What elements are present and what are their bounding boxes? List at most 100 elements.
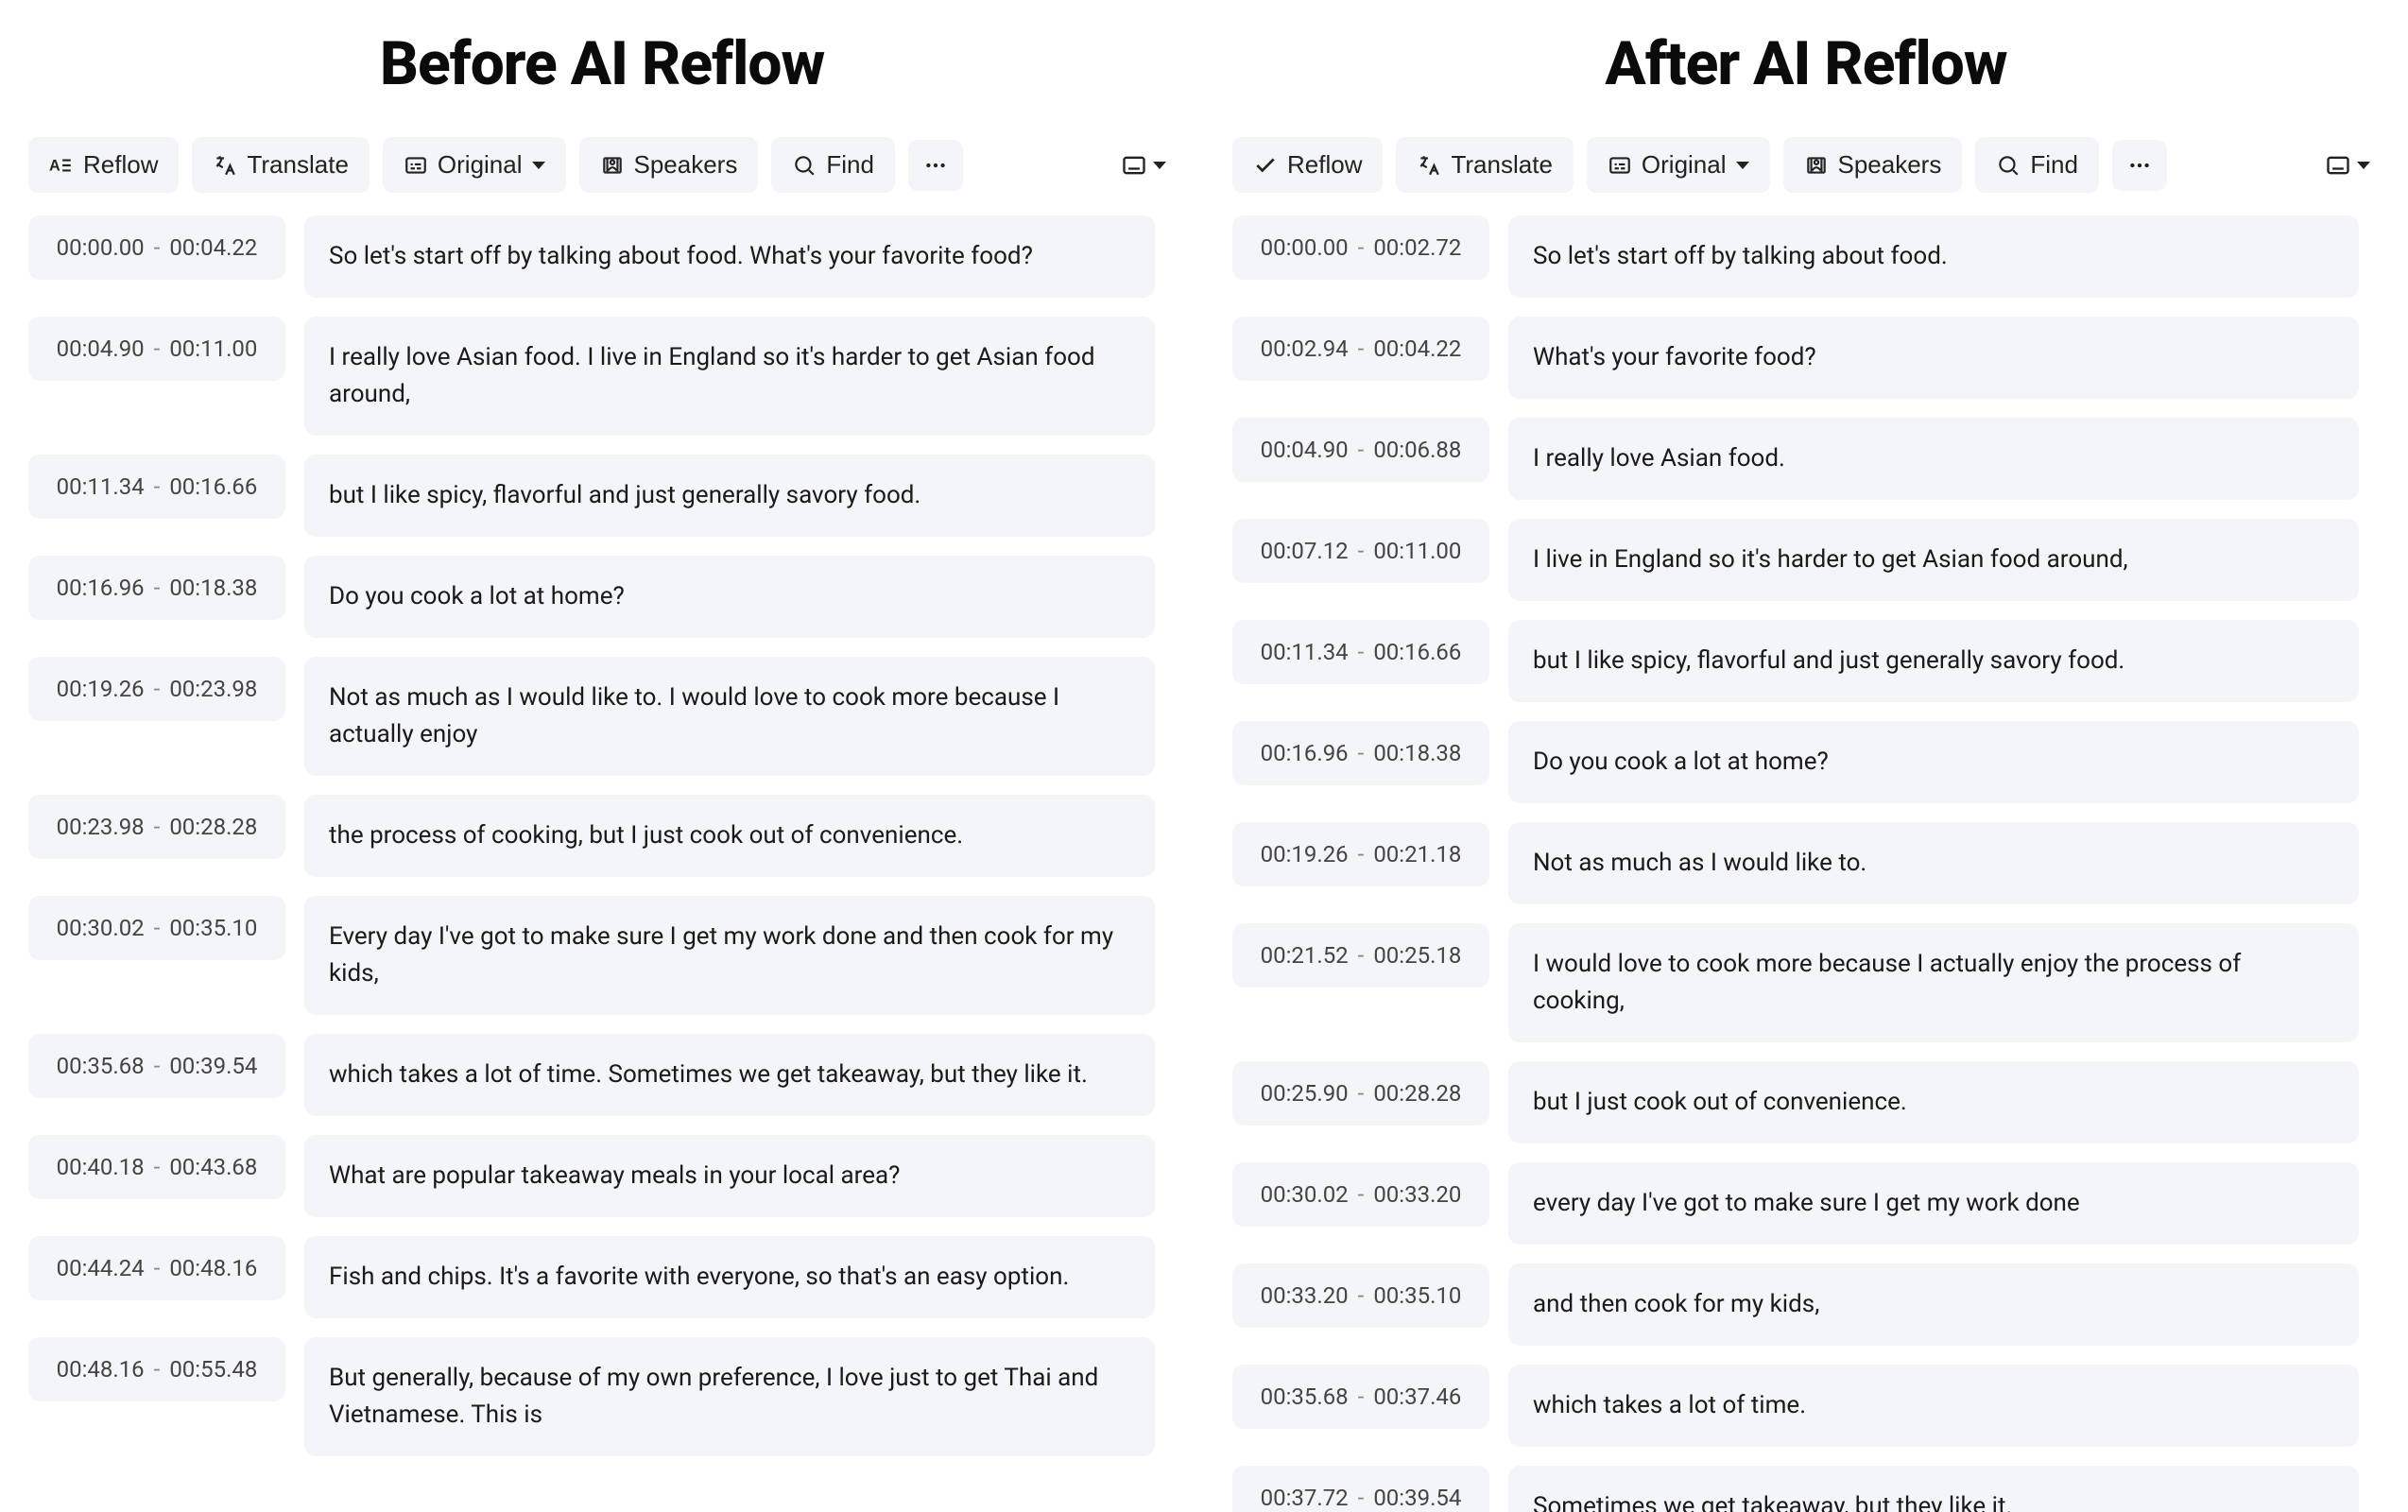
transcript-text[interactable]: but I like spicy, flavorful and just gen… [304, 455, 1155, 537]
transcript-row[interactable]: 00:30.02-00:35.10 Every day I've got to m… [28, 896, 1155, 1015]
time-range[interactable]: 00:04.90-00:06.88 [1232, 418, 1489, 482]
transcript-text[interactable]: Do you cook a lot at home? [1508, 721, 2359, 803]
transcript-text[interactable]: Every day I've got to make sure I get my… [304, 896, 1155, 1015]
time-range[interactable]: 00:04.90-00:11.00 [28, 317, 285, 381]
transcript-row[interactable]: 00:19.26-00:23.98 Not as much as I would … [28, 657, 1155, 776]
transcript-text[interactable]: What are popular takeaway meals in your … [304, 1135, 1155, 1217]
transcript-list-after[interactable]: 00:00.00-00:02.72 So let's start off by t… [1232, 215, 2380, 1512]
transcript-row[interactable]: 00:07.12-00:11.00 I live in England so it… [1232, 519, 2359, 601]
transcript-row[interactable]: 00:02.94-00:04.22 What's your favorite fo… [1232, 317, 2359, 399]
transcript-text[interactable]: I live in England so it's harder to get … [1508, 519, 2359, 601]
time-range[interactable]: 00:02.94-00:04.22 [1232, 317, 1489, 381]
transcript-text[interactable]: which takes a lot of time. Sometimes we … [304, 1034, 1155, 1116]
transcript-row[interactable]: 00:40.18-00:43.68 What are popular takeaw… [28, 1135, 1155, 1217]
transcript-text[interactable]: What's your favorite food? [1508, 317, 2359, 399]
time-range[interactable]: 00:35.68-00:39.54 [28, 1034, 285, 1098]
transcript-row[interactable]: 00:37.72-00:39.54 Sometimes we get takeaw… [1232, 1466, 2359, 1512]
transcript-text[interactable]: Not as much as I would like to. I would … [304, 657, 1155, 776]
time-range[interactable]: 00:00.00-00:02.72 [1232, 215, 1489, 280]
reflow-button[interactable]: Reflow [1232, 137, 1383, 193]
time-range[interactable]: 00:44.24-00:48.16 [28, 1236, 285, 1300]
translate-button[interactable]: Translate [192, 137, 369, 193]
transcript-row[interactable]: 00:25.90-00:28.28 but I just cook out of … [1232, 1061, 2359, 1143]
time-start: 00:11.34 [57, 473, 145, 500]
transcript-row[interactable]: 00:35.68-00:39.54 which takes a lot of ti… [28, 1034, 1155, 1116]
transcript-text[interactable]: I really love Asian food. I live in Engl… [304, 317, 1155, 436]
time-range[interactable]: 00:35.68-00:37.46 [1232, 1365, 1489, 1429]
time-range[interactable]: 00:48.16-00:55.48 [28, 1337, 285, 1401]
subtitle-icon [404, 153, 428, 178]
transcript-row[interactable]: 00:16.96-00:18.38 Do you cook a lot at ho… [28, 556, 1155, 638]
transcript-text[interactable]: which takes a lot of time. [1508, 1365, 2359, 1447]
time-range[interactable]: 00:07.12-00:11.00 [1232, 519, 1489, 583]
transcript-row[interactable]: 00:33.20-00:35.10 and then cook for my ki… [1232, 1263, 2359, 1346]
transcript-text[interactable]: So let's start off by talking about food… [304, 215, 1155, 298]
layout-dropdown[interactable] [2315, 145, 2380, 186]
time-range[interactable]: 00:00.00-00:04.22 [28, 215, 285, 280]
transcript-text[interactable]: the process of cooking, but I just cook … [304, 795, 1155, 877]
transcript-row[interactable]: 00:23.98-00:28.28 the process of cooking,… [28, 795, 1155, 877]
transcript-row[interactable]: 00:21.52-00:25.18 I would love to cook mo… [1232, 923, 2359, 1042]
transcript-text[interactable]: Do you cook a lot at home? [304, 556, 1155, 638]
layout-dropdown[interactable] [1111, 145, 1176, 186]
time-start: 00:40.18 [57, 1154, 145, 1180]
transcript-text[interactable]: and then cook for my kids, [1508, 1263, 2359, 1346]
transcript-text[interactable]: but I like spicy, flavorful and just gen… [1508, 620, 2359, 702]
chevron-down-icon [1736, 162, 1749, 169]
transcript-row[interactable]: 00:44.24-00:48.16 Fish and chips. It's a … [28, 1236, 1155, 1318]
transcript-text[interactable]: Fish and chips. It's a favorite with eve… [304, 1236, 1155, 1318]
transcript-row[interactable]: 00:04.90-00:06.88 I really love Asian foo… [1232, 418, 2359, 500]
reflow-button[interactable]: A Reflow [28, 137, 179, 193]
transcript-row[interactable]: 00:16.96-00:18.38 Do you cook a lot at ho… [1232, 721, 2359, 803]
original-dropdown[interactable]: Original [1587, 137, 1770, 193]
speakers-button[interactable]: Speakers [1783, 137, 1963, 193]
transcript-text[interactable]: So let's start off by talking about food… [1508, 215, 2359, 298]
transcript-row[interactable]: 00:11.34-00:16.66 but I like spicy, flavo… [1232, 620, 2359, 702]
transcript-list-before[interactable]: 00:00.00-00:04.22 So let's start off by t… [28, 215, 1176, 1512]
original-dropdown[interactable]: Original [383, 137, 566, 193]
more-icon [923, 153, 948, 178]
time-range[interactable]: 00:30.02-00:35.10 [28, 896, 285, 960]
transcript-text[interactable]: Not as much as I would like to. [1508, 822, 2359, 904]
time-start: 00:16.96 [57, 575, 145, 601]
time-range[interactable]: 00:16.96-00:18.38 [1232, 721, 1489, 785]
transcript-text[interactable]: every day I've got to make sure I get my… [1508, 1162, 2359, 1245]
time-start: 00:07.12 [1261, 538, 1349, 564]
find-button[interactable]: Find [771, 137, 895, 193]
time-range[interactable]: 00:37.72-00:39.54 [1232, 1466, 1489, 1512]
more-button[interactable] [2112, 140, 2167, 191]
find-button[interactable]: Find [1975, 137, 2099, 193]
time-range[interactable]: 00:11.34-00:16.66 [28, 455, 285, 519]
time-range[interactable]: 00:21.52-00:25.18 [1232, 923, 1489, 988]
transcript-text[interactable]: but I just cook out of convenience. [1508, 1061, 2359, 1143]
transcript-row[interactable]: 00:35.68-00:37.46 which takes a lot of ti… [1232, 1365, 2359, 1447]
transcript-row[interactable]: 00:48.16-00:55.48 But generally, because … [28, 1337, 1155, 1456]
transcript-row[interactable]: 00:04.90-00:11.00 I really love Asian foo… [28, 317, 1155, 436]
transcript-text[interactable]: I would love to cook more because I actu… [1508, 923, 2359, 1042]
translate-button[interactable]: Translate [1396, 137, 1573, 193]
time-range[interactable]: 00:16.96-00:18.38 [28, 556, 285, 620]
time-end: 00:02.72 [1373, 234, 1461, 261]
time-range[interactable]: 00:19.26-00:23.98 [28, 657, 285, 721]
time-range[interactable]: 00:30.02-00:33.20 [1232, 1162, 1489, 1227]
time-dash: - [1358, 1080, 1365, 1107]
search-icon [792, 153, 817, 178]
time-range[interactable]: 00:40.18-00:43.68 [28, 1135, 285, 1199]
time-range[interactable]: 00:19.26-00:21.18 [1232, 822, 1489, 886]
speakers-button[interactable]: Speakers [579, 137, 759, 193]
transcript-row[interactable]: 00:00.00-00:04.22 So let's start off by t… [28, 215, 1155, 298]
transcript-text[interactable]: Sometimes we get takeaway, but they like… [1508, 1466, 2359, 1512]
transcript-row[interactable]: 00:11.34-00:16.66 but I like spicy, flavo… [28, 455, 1155, 537]
time-dash: - [1358, 1282, 1365, 1309]
transcript-text[interactable]: But generally, because of my own prefere… [304, 1337, 1155, 1456]
time-range[interactable]: 00:33.20-00:35.10 [1232, 1263, 1489, 1328]
time-range[interactable]: 00:25.90-00:28.28 [1232, 1061, 1489, 1125]
transcript-row[interactable]: 00:30.02-00:33.20 every day I've got to m… [1232, 1162, 2359, 1245]
more-button[interactable] [908, 140, 963, 191]
time-range[interactable]: 00:11.34-00:16.66 [1232, 620, 1489, 684]
transcript-row[interactable]: 00:00.00-00:02.72 So let's start off by t… [1232, 215, 2359, 298]
transcript-text[interactable]: I really love Asian food. [1508, 418, 2359, 500]
time-range[interactable]: 00:23.98-00:28.28 [28, 795, 285, 859]
time-end: 00:33.20 [1373, 1181, 1461, 1208]
transcript-row[interactable]: 00:19.26-00:21.18 Not as much as I would … [1232, 822, 2359, 904]
